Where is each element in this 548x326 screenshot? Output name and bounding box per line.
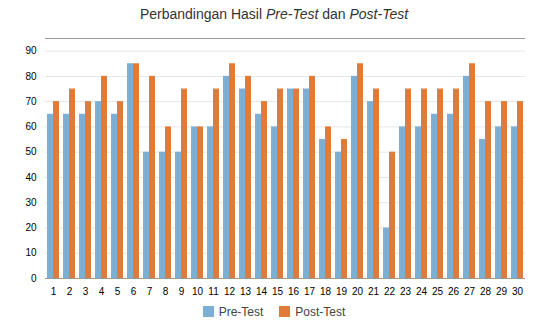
- svg-text:18: 18: [320, 286, 332, 297]
- svg-text:25: 25: [432, 286, 444, 297]
- html-text:Perbandingan Hasil Pre-Test da: Perbandingan Hasil Pre-Test dan Post-Tes…: [139, 6, 409, 22]
- html-text:Post-Test: Post-Test: [295, 305, 346, 319]
- svg-text:40: 40: [25, 172, 37, 183]
- svg-text:30: 30: [512, 286, 524, 297]
- svg-text:6: 6: [131, 286, 137, 297]
- svg-text:80: 80: [25, 71, 37, 82]
- svg-text:26: 26: [448, 286, 460, 297]
- svg-text:28: 28: [480, 286, 492, 297]
- svg-text:50: 50: [25, 146, 37, 157]
- svg-text:21: 21: [368, 286, 380, 297]
- svg-text:13: 13: [240, 286, 252, 297]
- html-text:Pre-Test: Pre-Test: [218, 305, 264, 319]
- svg-text:10: 10: [25, 247, 37, 258]
- svg-text:1: 1: [51, 286, 57, 297]
- svg-text:8: 8: [163, 286, 169, 297]
- svg-text:2: 2: [67, 286, 73, 297]
- svg-text:90: 90: [25, 45, 37, 56]
- svg-text:12: 12: [224, 286, 236, 297]
- svg-text:60: 60: [25, 121, 37, 132]
- svg-text:9: 9: [179, 286, 185, 297]
- svg-text:27: 27: [464, 286, 476, 297]
- svg-text:4: 4: [99, 286, 105, 297]
- svg-text:20: 20: [25, 222, 37, 233]
- svg-text:20: 20: [352, 286, 364, 297]
- svg-text:30: 30: [25, 197, 37, 208]
- svg-text:70: 70: [25, 96, 37, 107]
- svg-text:14: 14: [256, 286, 268, 297]
- svg-text:0: 0: [31, 273, 37, 284]
- svg-text:10: 10: [192, 286, 204, 297]
- svg-text:7: 7: [147, 286, 153, 297]
- svg-text:19: 19: [336, 286, 348, 297]
- svg-text:3: 3: [83, 286, 89, 297]
- svg-text:11: 11: [208, 286, 219, 297]
- svg-text:17: 17: [304, 286, 316, 297]
- svg-text:5: 5: [115, 286, 121, 297]
- svg-text:15: 15: [272, 286, 284, 297]
- svg-text:22: 22: [384, 286, 396, 297]
- svg-text:24: 24: [416, 286, 428, 297]
- svg-text:29: 29: [496, 286, 508, 297]
- svg-text:16: 16: [288, 286, 300, 297]
- svg-text:23: 23: [400, 286, 412, 297]
